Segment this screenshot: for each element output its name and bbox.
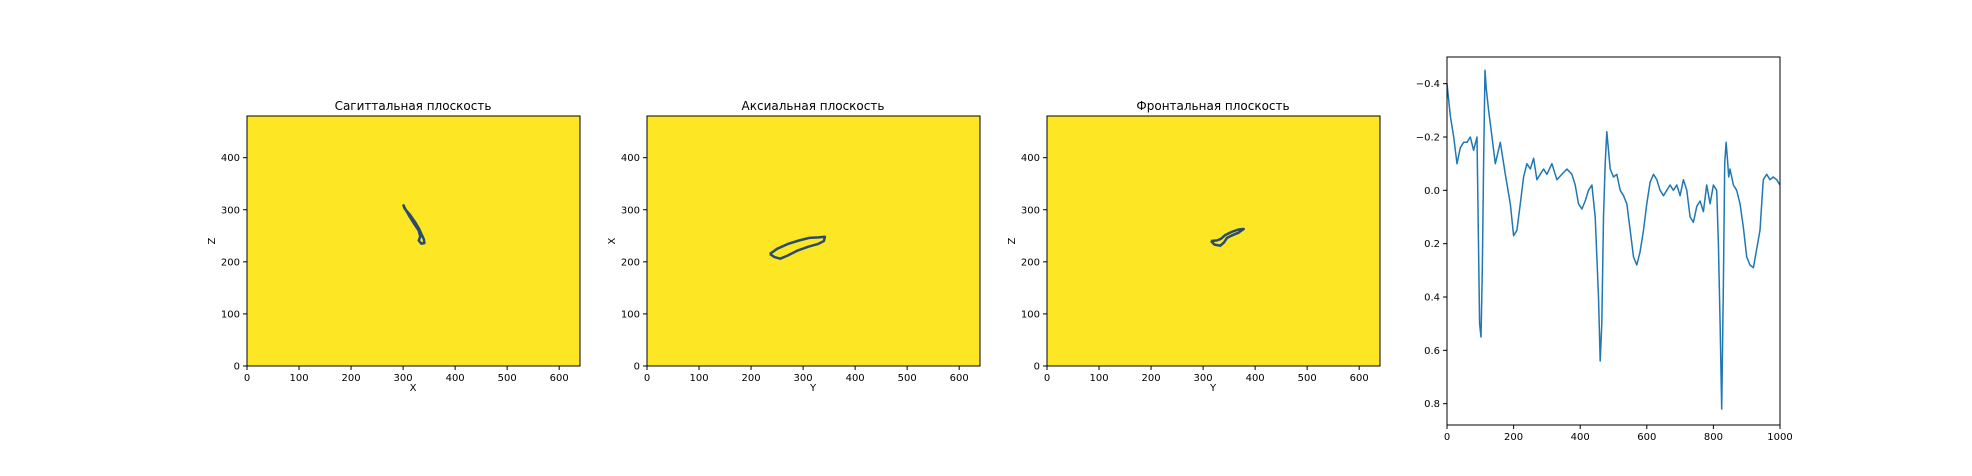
- y-tick-label: 0: [1034, 362, 1040, 373]
- x-tick-label: 600: [950, 373, 969, 384]
- x-tick-label: 200: [342, 373, 361, 384]
- sagittal-y-label: Z: [207, 237, 218, 244]
- sagittal-image: [247, 116, 580, 366]
- signal-y-ticks: −0.4 −0.2 0.0 0.2 0.4 0.6 0.8: [1416, 79, 1447, 410]
- sagittal-frame: [246, 115, 581, 367]
- x-tick-label: 600: [1637, 432, 1656, 443]
- x-tick-label: 500: [498, 373, 517, 384]
- sagittal-panel: Сагиттальная плоскость 0 100 200 300 400 500 6…: [207, 99, 581, 394]
- x-tick-label: 300: [1194, 373, 1213, 384]
- frontal-contour: [1210, 227, 1245, 247]
- x-tick-label: 1000: [1767, 432, 1792, 443]
- y-tick-label: 400: [1021, 153, 1040, 164]
- x-tick-label: 0: [244, 373, 250, 384]
- signal-x-ticks: 0 200 400 600 800 1000: [1444, 425, 1793, 443]
- sagittal-x-label: X: [410, 383, 417, 394]
- frontal-y-label: Z: [1007, 237, 1018, 244]
- axial-y-label: X: [607, 237, 618, 244]
- x-tick-label: 100: [689, 373, 708, 384]
- frontal-y-ticks: 0 100 200 300 400: [1021, 153, 1047, 373]
- y-tick-label: 400: [621, 153, 640, 164]
- y-tick-label: 0.4: [1424, 293, 1440, 304]
- y-tick-label: 0.2: [1424, 239, 1440, 250]
- y-tick-label: 0: [234, 362, 240, 373]
- frontal-panel: Фронтальная плоскость 0 100 200 300 400 500 60…: [1007, 99, 1381, 394]
- x-tick-label: 200: [1504, 432, 1523, 443]
- x-tick-label: 400: [846, 373, 865, 384]
- frontal-x-ticks: 0 100 200 300 400 500 600: [1044, 366, 1369, 384]
- y-tick-label: 0.6: [1424, 346, 1440, 357]
- sagittal-contour: [401, 203, 426, 245]
- y-tick-label: 100: [621, 309, 640, 320]
- axial-panel: Аксиальная плоскость 0 100 200 300 400 500 600…: [607, 99, 981, 394]
- y-tick-label: −0.2: [1416, 133, 1440, 144]
- sagittal-title: Сагиттальная плоскость: [335, 99, 492, 113]
- y-tick-label: 300: [621, 205, 640, 216]
- y-tick-label: 0: [634, 362, 640, 373]
- x-tick-label: 200: [1142, 373, 1161, 384]
- axial-contour: [769, 235, 827, 260]
- x-tick-label: 600: [1350, 373, 1369, 384]
- x-tick-label: 400: [1246, 373, 1265, 384]
- x-tick-label: 200: [742, 373, 761, 384]
- y-tick-label: −0.4: [1416, 79, 1440, 90]
- x-tick-label: 500: [898, 373, 917, 384]
- y-tick-label: 300: [1021, 205, 1040, 216]
- sagittal-y-ticks: 0 100 200 300 400: [221, 153, 247, 373]
- x-tick-label: 0: [644, 373, 650, 384]
- x-tick-label: 600: [550, 373, 569, 384]
- x-tick-label: 800: [1704, 432, 1723, 443]
- x-tick-label: 500: [1298, 373, 1317, 384]
- signal-plot-area: [1447, 57, 1780, 425]
- sagittal-x-ticks: 0 100 200 300 400 500 600: [244, 366, 569, 384]
- axial-title: Аксиальная плоскость: [742, 99, 885, 113]
- x-tick-label: 0: [1044, 373, 1050, 384]
- y-tick-label: 400: [221, 153, 240, 164]
- x-tick-label: 300: [794, 373, 813, 384]
- y-tick-label: 200: [1021, 257, 1040, 268]
- y-tick-label: 0.0: [1424, 186, 1440, 197]
- x-tick-label: 400: [1571, 432, 1590, 443]
- x-tick-label: 100: [1089, 373, 1108, 384]
- y-tick-label: 200: [221, 257, 240, 268]
- x-tick-label: 100: [289, 373, 308, 384]
- signal-panel: 0 200 400 600 800 1000 −0.4 −0.2 0.0 0.2 0.4 0.6 0.…: [1416, 56, 1793, 443]
- x-tick-label: 0: [1444, 432, 1450, 443]
- axial-y-ticks: 0 100 200 300 400: [621, 153, 647, 373]
- y-tick-label: 100: [221, 309, 240, 320]
- axial-image: [647, 116, 980, 366]
- axial-frame: [646, 115, 981, 367]
- frontal-frame: [1046, 115, 1381, 367]
- axial-x-ticks: 0 100 200 300 400 500 600: [644, 366, 969, 384]
- y-tick-label: 100: [1021, 309, 1040, 320]
- y-tick-label: 0.8: [1424, 399, 1440, 410]
- signal-series-line: [1446, 69, 1781, 410]
- y-tick-label: 200: [621, 257, 640, 268]
- frontal-x-label: Y: [1209, 383, 1217, 394]
- x-tick-label: 400: [446, 373, 465, 384]
- axial-x-label: Y: [809, 383, 817, 394]
- frontal-title: Фронтальная плоскость: [1136, 99, 1289, 113]
- x-tick-label: 300: [394, 373, 413, 384]
- y-tick-label: 300: [221, 205, 240, 216]
- signal-frame: [1446, 56, 1781, 426]
